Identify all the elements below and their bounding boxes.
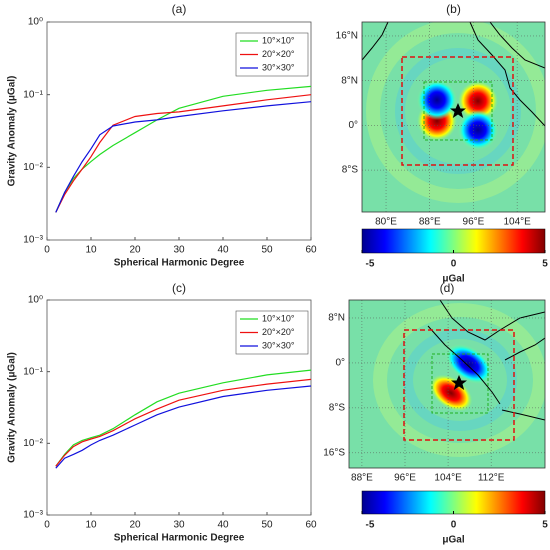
panel-title: (d) [440, 281, 455, 295]
lon-label: 112°E [478, 473, 505, 484]
x-tick-label: 40 [217, 245, 229, 256]
series-line [55, 385, 312, 469]
legend-label: 20°×20° [262, 327, 295, 337]
x-axis-label: Spherical Harmonic Degree [114, 258, 245, 269]
y-tick-label: 10⁻² [23, 438, 43, 449]
series-line [55, 85, 312, 213]
x-tick-label: 50 [261, 520, 273, 531]
lat-label: 0° [335, 358, 345, 369]
legend-label: 10°×10° [262, 313, 295, 323]
x-tick-label: 50 [261, 245, 273, 256]
x-tick-label: 10 [85, 245, 97, 256]
map-frame [348, 299, 546, 469]
colorbar-tick-label: -5 [366, 259, 375, 270]
colorbar-tick-label: 5 [542, 259, 548, 270]
colorbar-b [361, 228, 546, 254]
y-tick-label: 10⁻³ [23, 235, 43, 246]
y-axis-label: Gravity Anomaly (μGal) [7, 352, 18, 463]
panel-title: (a) [172, 2, 187, 16]
lat-label: 16°S [323, 447, 345, 458]
legend-label: 30°×30° [262, 62, 295, 72]
colorbar-tick-label: 0 [451, 259, 457, 270]
map-b-field [362, 22, 545, 212]
lat-label: 8°S [329, 403, 346, 414]
lat-label: 0° [348, 120, 358, 131]
lon-label: 96°E [394, 473, 416, 484]
x-axis-label: Spherical Harmonic Degree [114, 533, 245, 544]
lat-label: 8°S [342, 165, 359, 176]
legend-label: 20°×20° [262, 49, 295, 59]
y-axis-label: Gravity Anomaly (μGal) [7, 76, 18, 187]
panel-title: (c) [172, 281, 186, 295]
colorbar-tick-label: -5 [366, 520, 375, 531]
series-line [55, 369, 312, 467]
x-tick-label: 0 [44, 245, 50, 256]
x-tick-label: 60 [305, 520, 317, 531]
lon-label: 104°E [503, 217, 531, 228]
lat-label: 8°N [328, 313, 345, 324]
lon-label: 104°E [434, 473, 462, 484]
legend-label: 10°×10° [262, 35, 295, 45]
lon-label: 80°E [375, 217, 397, 228]
x-tick-label: 10 [85, 520, 97, 531]
x-tick-label: 0 [44, 520, 50, 531]
colorbar-label: μGal [442, 274, 464, 285]
y-tick-label: 10⁻¹ [23, 89, 43, 100]
lon-label: 88°E [419, 217, 441, 228]
x-tick-label: 20 [129, 520, 141, 531]
map-frame [361, 21, 546, 213]
legend-label: 30°×30° [262, 340, 295, 350]
map-d-field [349, 300, 545, 468]
x-tick-label: 60 [305, 245, 317, 256]
series-line [55, 94, 312, 213]
y-tick-label: 10⁻¹ [23, 366, 43, 377]
panel-title: (b) [446, 2, 461, 16]
x-tick-label: 20 [129, 245, 141, 256]
lat-label: 8°N [341, 75, 358, 86]
x-tick-label: 40 [217, 520, 229, 531]
colorbar-label: μGal [442, 535, 464, 546]
series-line [55, 378, 312, 467]
y-tick-label: 10⁰ [28, 295, 43, 306]
lon-label: 96°E [463, 217, 485, 228]
x-tick-label: 30 [173, 245, 185, 256]
y-tick-label: 10⁻² [23, 162, 43, 173]
lat-label: 16°N [336, 31, 358, 42]
colorbar-tick-label: 0 [451, 520, 457, 531]
series-line [55, 101, 312, 213]
colorbar-d [361, 490, 546, 515]
y-tick-label: 10⁰ [28, 17, 43, 28]
x-tick-label: 30 [173, 520, 185, 531]
y-tick-label: 10⁻³ [23, 510, 43, 521]
colorbar-tick-label: 5 [542, 520, 548, 531]
lon-label: 88°E [351, 473, 373, 484]
